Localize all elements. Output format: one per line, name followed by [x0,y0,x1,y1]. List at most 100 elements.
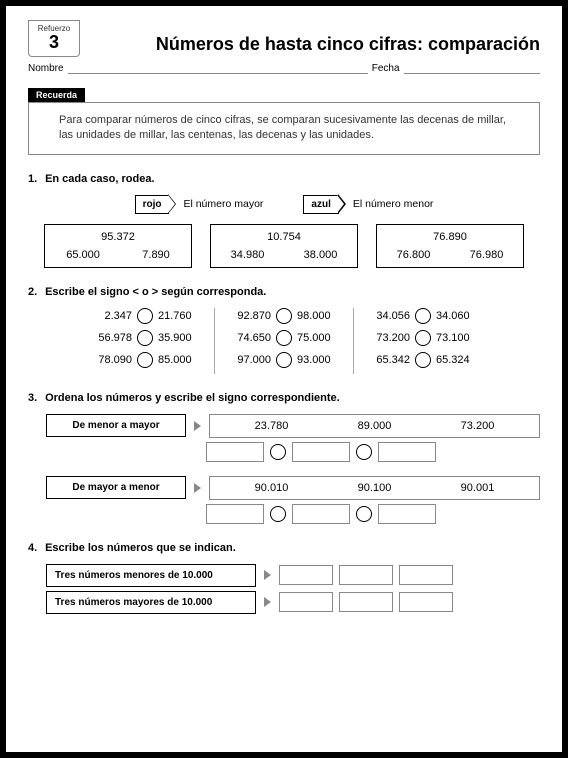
name-date-row: Nombre Fecha [28,63,540,74]
ex1-num: 1. [28,173,42,185]
ex2-grid: 2.34721.760 56.97835.900 78.09085.000 92… [28,308,540,374]
circle-input[interactable] [276,352,292,368]
ex4-text: Escribe los números que se indican. [45,542,236,554]
cmp-2-1: 92.87098.000 [227,308,341,324]
answer-box[interactable] [378,442,436,462]
box1-bl: 65.000 [66,249,100,261]
exercise-4: 4. Escribe los números que se indican. T… [28,542,540,614]
triangle-icon [264,597,271,607]
answer-box[interactable] [206,504,264,524]
ex2-col-3: 34.05634.060 73.20073.100 65.34265.324 [353,308,492,374]
ex3-nums-2: 90.010 90.100 90.001 [209,476,540,500]
name-field[interactable] [68,63,368,74]
circle-input[interactable] [137,352,153,368]
circle-input[interactable] [276,308,292,324]
ex2-col-2: 92.87098.000 74.65075.000 97.00093.000 [214,308,353,374]
ex3-answer-1 [206,442,540,462]
circle-input[interactable] [270,506,286,522]
ex3-num: 3. [28,392,42,404]
exercise-3: 3. Ordena los números y escribe el signo… [28,392,540,524]
ex3-row-2: De mayor a menor 90.010 90.100 90.001 [46,476,540,500]
circle-input[interactable] [415,330,431,346]
answer-box[interactable] [399,565,453,585]
ex3-label-2: De mayor a menor [46,476,186,499]
num-box-3: 76.890 76.800 76.980 [376,224,524,268]
circle-input[interactable] [356,444,372,460]
ex4-boxes-1 [279,565,453,585]
ex1-text: En cada caso, rodea. [45,173,154,185]
cmp-3-1: 34.05634.060 [366,308,480,324]
box2-top: 10.754 [211,231,357,243]
ex3-nums-1: 23.780 89.000 73.200 [209,414,540,438]
recuerda-tab: Recuerda [28,88,85,102]
ex2-col-1: 2.34721.760 56.97835.900 78.09085.000 [76,308,214,374]
name-label: Nombre [28,63,64,74]
legend-rojo: rojo El número mayor [135,195,264,214]
cmp-1-2: 56.97835.900 [88,330,202,346]
header: Refuerzo 3 Números de hasta cinco cifras… [28,20,540,57]
num-box-2: 10.754 34.980 38.000 [210,224,358,268]
box3-bl: 76.800 [397,249,431,261]
answer-box[interactable] [339,592,393,612]
recuerda-text: Para comparar números de cinco cifras, s… [28,102,540,155]
ex3-text: Ordena los números y escribe el signo co… [45,392,340,404]
ex1-legend: rojo El número mayor azul El número meno… [28,195,540,214]
answer-box[interactable] [292,504,350,524]
answer-box[interactable] [378,504,436,524]
answer-box[interactable] [279,565,333,585]
refuerzo-badge: Refuerzo 3 [28,20,80,57]
ex3-row-1: De menor a mayor 23.780 89.000 73.200 [46,414,540,438]
exercise-2: 2. Escribe el signo < o > según correspo… [28,286,540,374]
ex4-num: 4. [28,542,42,554]
ex4-row-1: Tres números menores de 10.000 [46,564,540,587]
ex1-boxes: 95.372 65.0007.890 10.754 34.980 38.000 7… [28,224,540,268]
ex4-boxes-2 [279,592,453,612]
legend-azul: azul El número menor [303,195,433,214]
date-field[interactable] [404,63,540,74]
cmp-3-3: 65.34265.324 [366,352,480,368]
triangle-icon [194,421,201,431]
cmp-1-1: 2.34721.760 [88,308,202,324]
answer-box[interactable] [399,592,453,612]
cmp-3-2: 73.20073.100 [366,330,480,346]
box2-br: 38.000 [304,249,338,261]
triangle-icon [194,483,201,493]
ex1-title: 1. En cada caso, rodea. [28,173,540,185]
badge-number: 3 [37,33,71,51]
ex4-label-1: Tres números menores de 10.000 [46,564,256,587]
cmp-1-3: 78.09085.000 [88,352,202,368]
box3-br: 76.980 [470,249,504,261]
answer-box[interactable] [279,592,333,612]
ex4-label-2: Tres números mayores de 10.000 [46,591,256,614]
ex2-title: 2. Escribe el signo < o > según correspo… [28,286,540,298]
answer-box[interactable] [292,442,350,462]
circle-input[interactable] [137,308,153,324]
circle-input[interactable] [415,352,431,368]
legend-rojo-text: El número mayor [183,198,263,210]
answer-box[interactable] [339,565,393,585]
tag-azul: azul [303,195,338,214]
circle-input[interactable] [137,330,153,346]
page-title: Números de hasta cinco cifras: comparaci… [92,34,540,55]
legend-azul-text: El número menor [353,198,434,210]
circle-input[interactable] [270,444,286,460]
recuerda-section: Recuerda Para comparar números de cinco … [28,88,540,155]
ex3-title: 3. Ordena los números y escribe el signo… [28,392,540,404]
ex3-label-1: De menor a mayor [46,414,186,437]
box1-top: 95.372 [45,231,191,243]
circle-input[interactable] [276,330,292,346]
ex2-num: 2. [28,286,42,298]
num-box-1: 95.372 65.0007.890 [44,224,192,268]
box3-top: 76.890 [377,231,523,243]
triangle-icon [264,570,271,580]
ex2-text: Escribe el signo < o > según corresponda… [45,286,266,298]
tag-rojo: rojo [135,195,170,214]
circle-input[interactable] [415,308,431,324]
answer-box[interactable] [206,442,264,462]
cmp-2-3: 97.00093.000 [227,352,341,368]
box2-bl: 34.980 [231,249,265,261]
cmp-2-2: 74.65075.000 [227,330,341,346]
date-label: Fecha [372,63,400,74]
exercise-1: 1. En cada caso, rodea. rojo El número m… [28,173,540,268]
circle-input[interactable] [356,506,372,522]
